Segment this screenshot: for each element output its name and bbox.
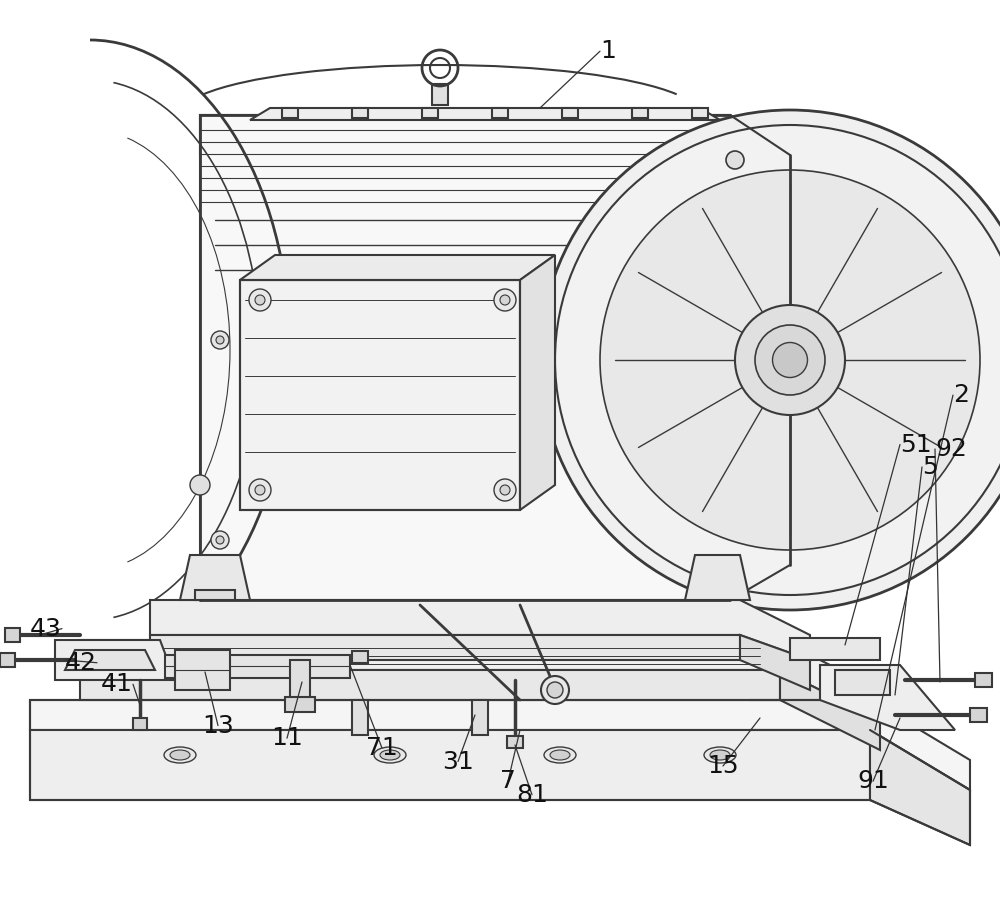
Polygon shape bbox=[740, 635, 810, 690]
Polygon shape bbox=[730, 115, 790, 600]
Polygon shape bbox=[180, 555, 250, 600]
Text: 92: 92 bbox=[935, 437, 967, 461]
Ellipse shape bbox=[211, 331, 229, 349]
Polygon shape bbox=[240, 280, 520, 510]
Polygon shape bbox=[195, 590, 235, 600]
Ellipse shape bbox=[735, 305, 845, 415]
Ellipse shape bbox=[494, 479, 516, 501]
Polygon shape bbox=[975, 673, 992, 687]
Text: 91: 91 bbox=[857, 770, 889, 793]
Polygon shape bbox=[200, 115, 730, 600]
Polygon shape bbox=[835, 670, 890, 695]
Text: 81: 81 bbox=[516, 783, 548, 806]
Polygon shape bbox=[165, 655, 350, 678]
Ellipse shape bbox=[380, 750, 400, 760]
Text: 71: 71 bbox=[366, 736, 398, 760]
Ellipse shape bbox=[555, 125, 1000, 595]
Ellipse shape bbox=[541, 676, 569, 704]
Ellipse shape bbox=[211, 531, 229, 549]
Text: 41: 41 bbox=[101, 673, 133, 696]
Polygon shape bbox=[692, 108, 708, 118]
Ellipse shape bbox=[544, 747, 576, 763]
Polygon shape bbox=[0, 653, 15, 667]
Polygon shape bbox=[352, 700, 368, 735]
Ellipse shape bbox=[500, 295, 510, 305]
Text: 11: 11 bbox=[271, 726, 303, 750]
Polygon shape bbox=[507, 736, 523, 748]
Ellipse shape bbox=[255, 295, 265, 305]
Polygon shape bbox=[562, 108, 578, 118]
Ellipse shape bbox=[772, 342, 808, 377]
Text: 13: 13 bbox=[202, 714, 234, 737]
Polygon shape bbox=[290, 660, 310, 700]
Polygon shape bbox=[200, 115, 790, 195]
Ellipse shape bbox=[190, 475, 210, 495]
Polygon shape bbox=[520, 255, 555, 510]
Polygon shape bbox=[352, 651, 368, 663]
Ellipse shape bbox=[374, 747, 406, 763]
Polygon shape bbox=[432, 84, 448, 105]
Ellipse shape bbox=[164, 747, 196, 763]
Ellipse shape bbox=[494, 289, 516, 311]
Polygon shape bbox=[632, 108, 648, 118]
Text: 5: 5 bbox=[922, 455, 938, 479]
Polygon shape bbox=[65, 650, 155, 670]
Ellipse shape bbox=[726, 151, 744, 169]
Text: 43: 43 bbox=[30, 617, 62, 640]
Polygon shape bbox=[472, 700, 488, 735]
Ellipse shape bbox=[755, 325, 825, 395]
Polygon shape bbox=[352, 108, 368, 118]
Text: 15: 15 bbox=[707, 754, 739, 778]
Polygon shape bbox=[820, 665, 955, 730]
Ellipse shape bbox=[547, 682, 563, 698]
Ellipse shape bbox=[216, 336, 224, 344]
Text: 2: 2 bbox=[953, 383, 969, 407]
Polygon shape bbox=[175, 650, 230, 690]
Polygon shape bbox=[492, 108, 508, 118]
Polygon shape bbox=[80, 640, 880, 720]
Polygon shape bbox=[150, 600, 810, 660]
Text: 51: 51 bbox=[900, 433, 932, 456]
Polygon shape bbox=[250, 108, 720, 120]
Text: 1: 1 bbox=[600, 40, 616, 63]
Ellipse shape bbox=[540, 110, 1000, 610]
Ellipse shape bbox=[249, 479, 271, 501]
Ellipse shape bbox=[704, 747, 736, 763]
Ellipse shape bbox=[170, 750, 190, 760]
Ellipse shape bbox=[249, 289, 271, 311]
Polygon shape bbox=[685, 555, 750, 600]
Text: 31: 31 bbox=[442, 750, 474, 773]
Polygon shape bbox=[780, 670, 880, 750]
Text: 42: 42 bbox=[65, 651, 97, 674]
Polygon shape bbox=[80, 670, 780, 700]
Polygon shape bbox=[970, 708, 987, 722]
Polygon shape bbox=[422, 108, 438, 118]
Polygon shape bbox=[133, 718, 147, 730]
Polygon shape bbox=[285, 697, 315, 712]
Polygon shape bbox=[282, 108, 298, 118]
Polygon shape bbox=[30, 730, 870, 800]
Polygon shape bbox=[5, 628, 20, 642]
Ellipse shape bbox=[255, 485, 265, 495]
Text: 7: 7 bbox=[500, 770, 516, 793]
Ellipse shape bbox=[600, 170, 980, 550]
Ellipse shape bbox=[550, 750, 570, 760]
Ellipse shape bbox=[500, 485, 510, 495]
Polygon shape bbox=[870, 730, 970, 845]
Polygon shape bbox=[150, 635, 740, 660]
Ellipse shape bbox=[216, 536, 224, 544]
Polygon shape bbox=[55, 640, 175, 680]
Ellipse shape bbox=[710, 750, 730, 760]
Polygon shape bbox=[30, 700, 970, 790]
Polygon shape bbox=[790, 638, 880, 660]
Polygon shape bbox=[240, 255, 555, 280]
